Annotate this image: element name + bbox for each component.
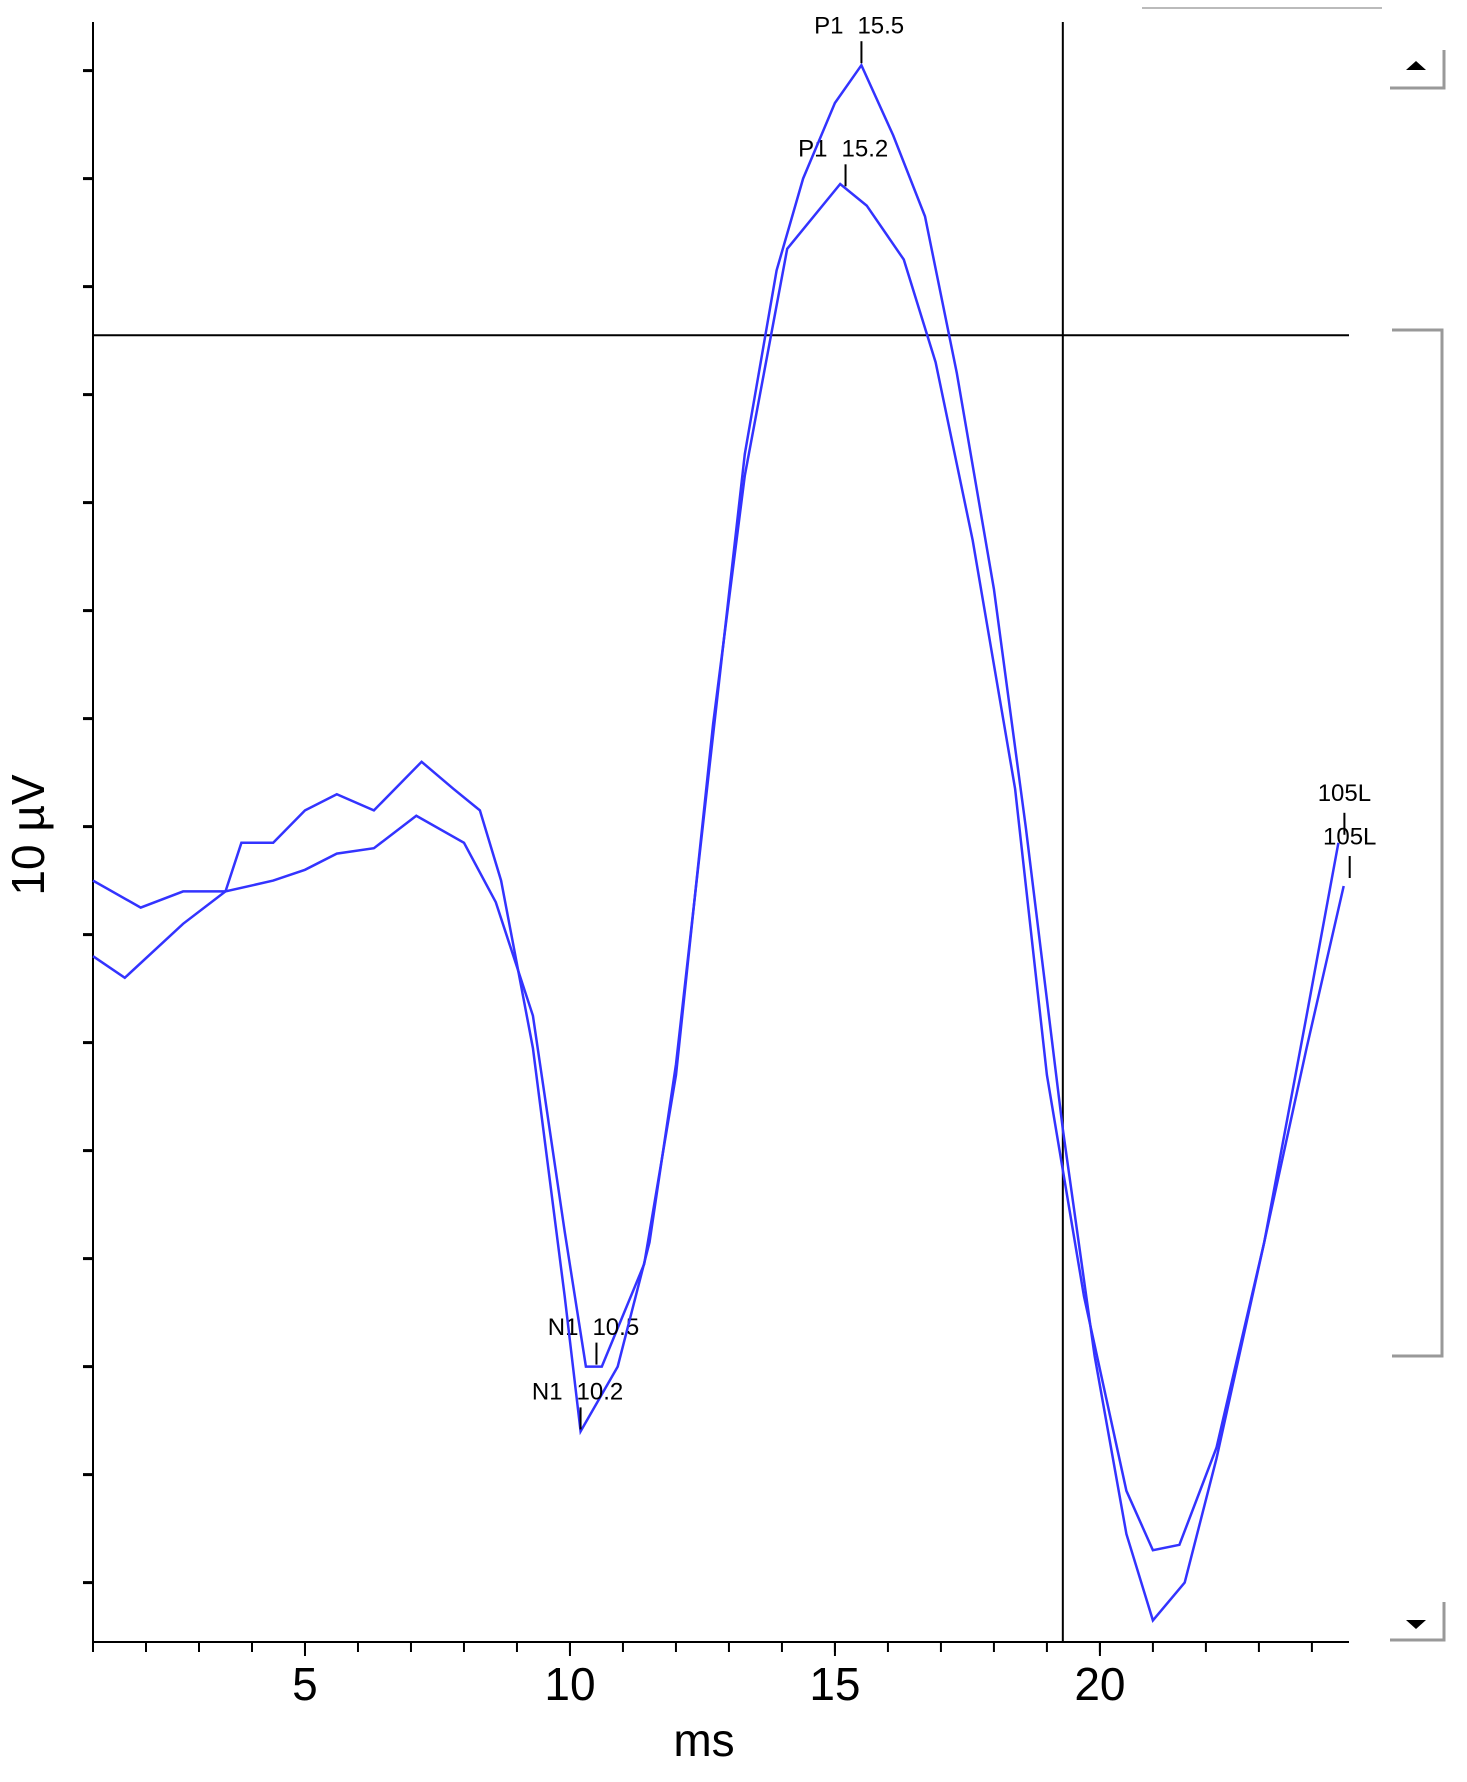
y-axis-label: 10 µV [2, 774, 54, 895]
x-tick-label: 5 [292, 1658, 318, 1710]
peak-latency: 10.5 [592, 1314, 639, 1341]
x-tick-label: 20 [1074, 1658, 1125, 1710]
series-name: 105L [1323, 823, 1376, 850]
x-axis-label: ms [673, 1714, 734, 1766]
scroll-bracket [1392, 328, 1444, 1358]
x-tick-label: 15 [809, 1658, 860, 1710]
peak-latency: 15.2 [842, 136, 889, 163]
button-edge [1390, 50, 1446, 90]
button-edge [1390, 1602, 1446, 1642]
series-name: 105L [1318, 780, 1371, 807]
peak-label: N1 [548, 1314, 579, 1341]
peak-label: N1 [532, 1379, 563, 1406]
series-line [92, 62, 1340, 1623]
x-tick-label: 10 [544, 1658, 595, 1710]
peak-label: P1 [814, 13, 843, 40]
peak-latency: 15.5 [857, 13, 904, 40]
peak-latency: 10.2 [577, 1379, 624, 1406]
up-arrow [1406, 61, 1426, 70]
scroll-down-button[interactable] [1390, 1602, 1446, 1642]
scroll-up-button[interactable] [1390, 50, 1446, 90]
down-arrow [1406, 1620, 1426, 1629]
series-line [92, 182, 1345, 1552]
